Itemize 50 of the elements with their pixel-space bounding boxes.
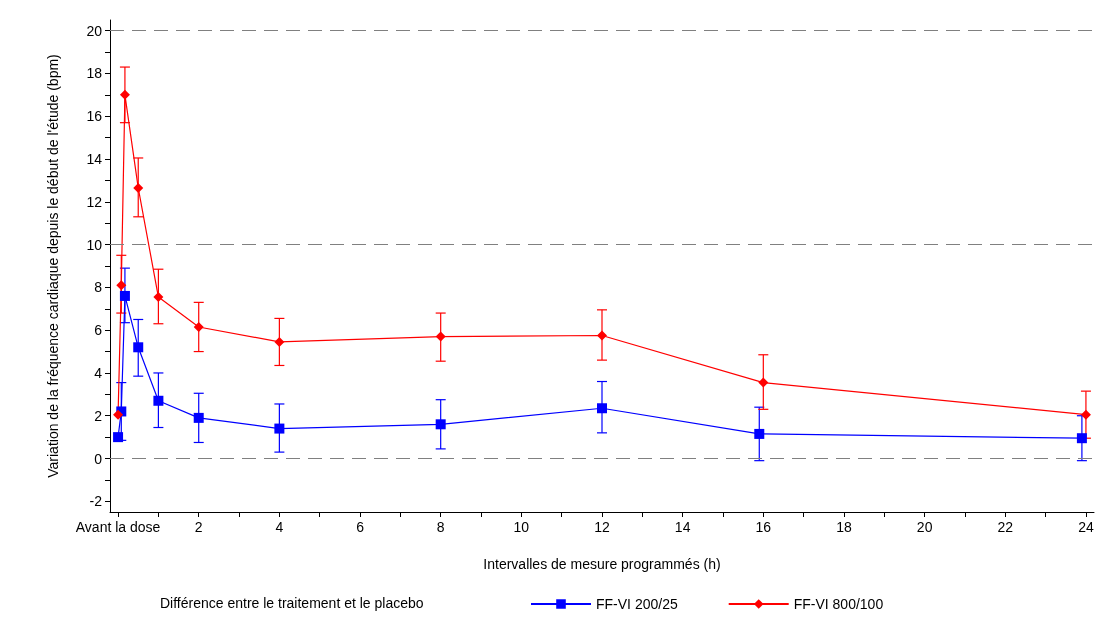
y-tick-label: 18 xyxy=(86,65,103,82)
x-tick-label: 18 xyxy=(836,519,852,535)
point xyxy=(1076,433,1087,444)
y-tick-label: 12 xyxy=(86,193,103,210)
y-tick-label: 10 xyxy=(86,236,103,253)
x-tick-label: 8 xyxy=(436,519,445,535)
point xyxy=(435,331,446,342)
x-tick-label: 12 xyxy=(594,519,610,535)
y-tick-label: 16 xyxy=(86,108,103,125)
legend-title: Différence entre le traitement et le placebo xyxy=(160,595,424,611)
point xyxy=(133,182,144,193)
point xyxy=(133,342,144,353)
point xyxy=(597,403,607,414)
point xyxy=(754,428,765,439)
point xyxy=(274,336,285,347)
point xyxy=(153,292,164,303)
y-tick-label: 2 xyxy=(94,407,103,424)
y-tick-label: 14 xyxy=(86,151,103,168)
x-tick-label: 2 xyxy=(194,519,203,535)
point xyxy=(153,395,164,406)
point xyxy=(113,432,124,443)
point xyxy=(119,89,130,100)
x-tick-label: Avant la dose xyxy=(75,519,161,535)
point xyxy=(435,419,446,430)
point xyxy=(274,423,285,434)
x-tick-label: 6 xyxy=(356,519,365,535)
point xyxy=(193,321,204,332)
y-axis-title: Variation de la fréquence cardiaque depuis le début de l'étude (bpm) xyxy=(45,54,61,478)
point xyxy=(1080,409,1091,420)
point xyxy=(758,377,769,388)
y-tick-label: 8 xyxy=(94,279,103,296)
x-axis-title: Intervalles de mesure programmés (h) xyxy=(483,556,721,572)
point xyxy=(193,412,204,423)
x-tick-label: 22 xyxy=(997,519,1014,535)
legend-label: FF-VI 200/25 xyxy=(596,596,678,612)
x-tick-label: 4 xyxy=(275,519,284,535)
y-tick-label: 4 xyxy=(94,364,103,381)
x-tick-label: 24 xyxy=(1078,519,1094,535)
x-tick-label: 20 xyxy=(916,519,933,535)
y-tick-label: 20 xyxy=(86,22,103,39)
point xyxy=(597,330,607,341)
y-tick-label: 6 xyxy=(94,322,103,339)
y-tick-label: -2 xyxy=(89,493,103,510)
x-tick-label: 14 xyxy=(674,519,691,535)
y-tick-label: 0 xyxy=(94,450,103,467)
point xyxy=(116,280,127,291)
x-tick-label: 16 xyxy=(755,519,772,535)
point xyxy=(119,290,130,301)
legend-label: FF-VI 800/100 xyxy=(793,596,884,612)
x-tick-label: 10 xyxy=(513,519,530,535)
